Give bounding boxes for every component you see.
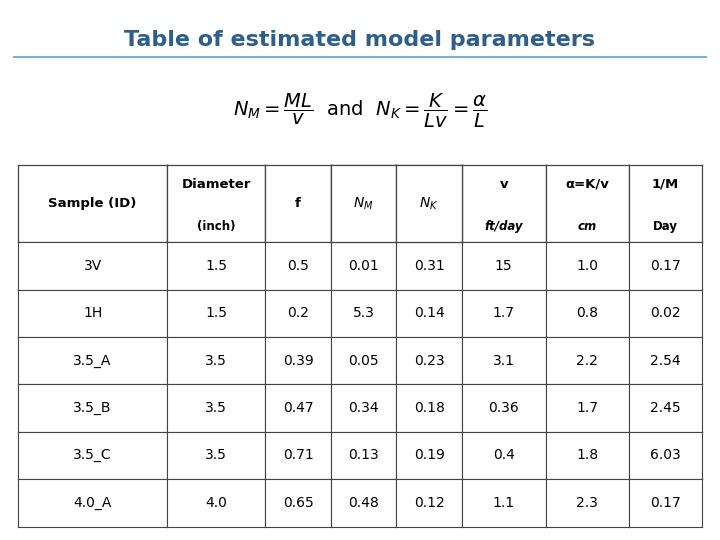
Text: 0.5: 0.5 — [287, 259, 309, 273]
Text: 0.19: 0.19 — [414, 449, 444, 462]
Text: $N_K$: $N_K$ — [420, 195, 439, 212]
Text: 3.5: 3.5 — [205, 401, 228, 415]
Text: 3.5: 3.5 — [205, 354, 228, 368]
Text: 4.0: 4.0 — [205, 496, 228, 510]
Text: N_K: N_K — [415, 197, 443, 210]
Text: 0.01: 0.01 — [348, 259, 379, 273]
Text: 1.0: 1.0 — [577, 259, 598, 273]
Text: 1H: 1H — [83, 307, 102, 321]
Text: 2.54: 2.54 — [650, 354, 681, 368]
Text: 0.17: 0.17 — [650, 259, 681, 273]
Text: v: v — [500, 178, 508, 191]
Text: 1.1: 1.1 — [492, 496, 515, 510]
Text: 1.7: 1.7 — [577, 401, 598, 415]
Text: 0.65: 0.65 — [283, 496, 313, 510]
Text: 0.48: 0.48 — [348, 496, 379, 510]
Text: 0.18: 0.18 — [414, 401, 444, 415]
Text: 0.13: 0.13 — [348, 449, 379, 462]
Text: 0.2: 0.2 — [287, 307, 309, 321]
Text: 0.23: 0.23 — [414, 354, 444, 368]
Text: 3.5_C: 3.5_C — [73, 449, 112, 462]
Text: Sample (ID): Sample (ID) — [48, 197, 137, 210]
Text: 1.8: 1.8 — [576, 449, 598, 462]
Text: 0.14: 0.14 — [414, 307, 444, 321]
Text: $N_M$: $N_M$ — [354, 195, 374, 212]
Text: 0.34: 0.34 — [348, 401, 379, 415]
Text: 0.36: 0.36 — [488, 401, 519, 415]
Text: 3.5_B: 3.5_B — [73, 401, 112, 415]
Text: 0.17: 0.17 — [650, 496, 681, 510]
Text: 2.45: 2.45 — [650, 401, 681, 415]
Text: 6.03: 6.03 — [650, 449, 681, 462]
Text: Diameter: Diameter — [181, 178, 251, 191]
Text: 1.5: 1.5 — [205, 307, 228, 321]
Text: 0.12: 0.12 — [414, 496, 444, 510]
Text: N_M: N_M — [348, 197, 379, 210]
Text: 1/M: 1/M — [652, 178, 679, 191]
Text: $N_M = \dfrac{ML}{v}$  and  $N_K = \dfrac{K}{Lv} = \dfrac{\alpha}{L}$: $N_M = \dfrac{ML}{v}$ and $N_K = \dfrac{… — [233, 92, 487, 130]
Text: 0.31: 0.31 — [414, 259, 444, 273]
Text: α=K/v: α=K/v — [565, 178, 609, 191]
Text: f: f — [295, 197, 301, 210]
Text: 0.05: 0.05 — [348, 354, 379, 368]
Text: 0.02: 0.02 — [650, 307, 681, 321]
Text: 4.0_A: 4.0_A — [73, 496, 112, 510]
Text: 0.71: 0.71 — [283, 449, 313, 462]
Text: 1.5: 1.5 — [205, 259, 228, 273]
Text: 0.4: 0.4 — [492, 449, 515, 462]
Text: (inch): (inch) — [197, 220, 235, 233]
Text: 3V: 3V — [84, 259, 102, 273]
Text: 0.47: 0.47 — [283, 401, 313, 415]
Text: 3.5_A: 3.5_A — [73, 354, 112, 368]
Text: 2.2: 2.2 — [577, 354, 598, 368]
Text: 2.3: 2.3 — [577, 496, 598, 510]
Text: cm: cm — [577, 220, 597, 233]
Text: 15: 15 — [495, 259, 513, 273]
Text: Day: Day — [653, 220, 678, 233]
Text: 3.5: 3.5 — [205, 449, 228, 462]
Text: ft/day: ft/day — [485, 220, 523, 233]
Text: 3.1: 3.1 — [492, 354, 515, 368]
Text: Table of estimated model parameters: Table of estimated model parameters — [125, 30, 595, 50]
Text: 5.3: 5.3 — [353, 307, 374, 321]
Text: 1.7: 1.7 — [492, 307, 515, 321]
Text: 0.8: 0.8 — [577, 307, 598, 321]
Text: 0.39: 0.39 — [283, 354, 313, 368]
